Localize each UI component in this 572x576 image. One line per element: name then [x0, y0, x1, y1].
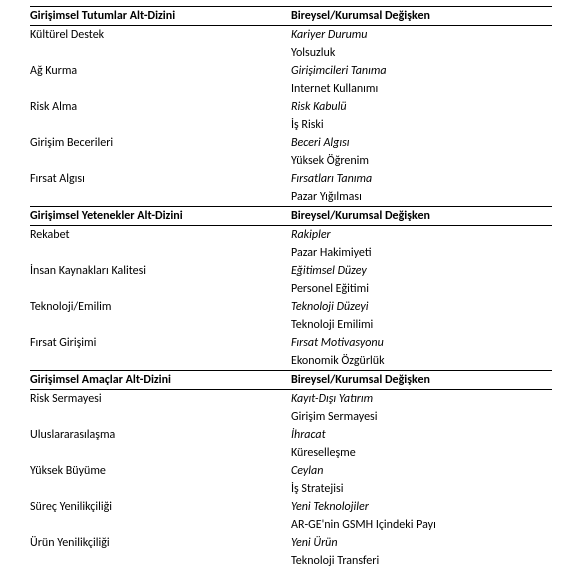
- cell-left: [30, 280, 291, 298]
- cell-left: Fırsat Girişimi: [30, 334, 291, 352]
- cell-left: Rekabet: [30, 226, 291, 245]
- cell-left: [30, 44, 291, 62]
- section-header-row: Girişimsel Tutumlar Alt-DiziniBireysel/K…: [30, 7, 552, 26]
- table-row: Teknoloji Transferi: [30, 552, 552, 570]
- table-row: Ürün YenilikçiliğiYeni Ürün: [30, 534, 552, 552]
- cell-left: [30, 244, 291, 262]
- cell-right: Fırsatları Tanıma: [291, 170, 552, 188]
- section-header-right: Bireysel/Kurumsal Değişken: [291, 207, 552, 226]
- cell-left: [30, 80, 291, 98]
- cell-right: Beceri Algısı: [291, 134, 552, 152]
- table-row: Fırsat AlgısıFırsatları Tanıma: [30, 170, 552, 188]
- table-row: Teknoloji Emilimi: [30, 316, 552, 334]
- cell-right: AR-GE'nin GSMH Içindeki Payı: [291, 516, 552, 534]
- table-row: Fırsat GirişimiFırsat Motivasyonu: [30, 334, 552, 352]
- cell-right: Teknoloji Transferi: [291, 552, 552, 570]
- table-row: Kültürel DestekKariyer Durumu: [30, 26, 552, 45]
- cell-right: Yüksek Öğrenim: [291, 152, 552, 170]
- cell-right: Internet Kullanımı: [291, 80, 552, 98]
- cell-right: Kayıt-Dışı Yatırım: [291, 390, 552, 409]
- cell-right: Küreselleşme: [291, 444, 552, 462]
- cell-right: Pazar Yığılması: [291, 188, 552, 207]
- cell-right: Ceylan: [291, 462, 552, 480]
- cell-right: Teknoloji Düzeyi: [291, 298, 552, 316]
- table-row: Personel Eğitimi: [30, 280, 552, 298]
- table-row: Küreselleşme: [30, 444, 552, 462]
- cell-right: Ekonomik Özgürlük: [291, 352, 552, 371]
- section-header-right: Bireysel/Kurumsal Değişken: [291, 7, 552, 26]
- table-row: Teknoloji/EmilimTeknoloji Düzeyi: [30, 298, 552, 316]
- cell-left: Teknoloji/Emilim: [30, 298, 291, 316]
- cell-right: İş Riski: [291, 116, 552, 134]
- cell-left: [30, 516, 291, 534]
- table-row: Ağ KurmaGirişimcileri Tanıma: [30, 62, 552, 80]
- cell-left: Risk Alma: [30, 98, 291, 116]
- cell-left: Girişim Becerileri: [30, 134, 291, 152]
- cell-left: Risk Sermayesi: [30, 390, 291, 409]
- table-row: Yüksek BüyümeCeylan: [30, 462, 552, 480]
- cell-right: İhracat: [291, 426, 552, 444]
- cell-left: [30, 408, 291, 426]
- data-table: Girişimsel Tutumlar Alt-DiziniBireysel/K…: [30, 6, 552, 570]
- cell-right: Risk Kabulü: [291, 98, 552, 116]
- table-row: İnsan Kaynakları KalitesiEğitimsel Düzey: [30, 262, 552, 280]
- cell-right: Yeni Ürün: [291, 534, 552, 552]
- table-row: Risk SermayesiKayıt-Dışı Yatırım: [30, 390, 552, 409]
- section-header-row: Girişimsel Amaçlar Alt-Dizini Bireysel/K…: [30, 371, 552, 390]
- cell-left: Kültürel Destek: [30, 26, 291, 45]
- cell-left: [30, 116, 291, 134]
- table-row: Pazar Yığılması: [30, 188, 552, 207]
- table-row: Uluslararasılaşmaİhracat: [30, 426, 552, 444]
- cell-right: Eğitimsel Düzey: [291, 262, 552, 280]
- cell-left: [30, 188, 291, 207]
- cell-right: Girişim Sermayesi: [291, 408, 552, 426]
- section-header-left: Girişimsel Tutumlar Alt-Dizini: [30, 7, 291, 26]
- section-header-right: Bireysel/Kurumsal Değişken: [291, 371, 552, 390]
- cell-left: [30, 444, 291, 462]
- cell-right: Kariyer Durumu: [291, 26, 552, 45]
- cell-left: [30, 316, 291, 334]
- cell-left: Yüksek Büyüme: [30, 462, 291, 480]
- cell-right: Rakipler: [291, 226, 552, 245]
- cell-left: [30, 152, 291, 170]
- table-row: Ekonomik Özgürlük: [30, 352, 552, 371]
- table-row: Risk AlmaRisk Kabulü: [30, 98, 552, 116]
- cell-right: Personel Eğitimi: [291, 280, 552, 298]
- cell-left: Fırsat Algısı: [30, 170, 291, 188]
- cell-left: İnsan Kaynakları Kalitesi: [30, 262, 291, 280]
- table-row: Yüksek Öğrenim: [30, 152, 552, 170]
- section-header-left: Girişimsel Yetenekler Alt-Dizini: [30, 207, 291, 226]
- table-row: Yolsuzluk: [30, 44, 552, 62]
- section-header-row: Girişimsel Yetenekler Alt-DiziniBireysel…: [30, 207, 552, 226]
- cell-right: İş Stratejisi: [291, 480, 552, 498]
- table-row: İş Stratejisi: [30, 480, 552, 498]
- table-row: İş Riski: [30, 116, 552, 134]
- cell-right: Teknoloji Emilimi: [291, 316, 552, 334]
- table-row: Pazar Hakimiyeti: [30, 244, 552, 262]
- table-row: Internet Kullanımı: [30, 80, 552, 98]
- cell-left: [30, 552, 291, 570]
- cell-right: Yeni Teknolojiler: [291, 498, 552, 516]
- cell-left: Süreç Yenilikçiliği: [30, 498, 291, 516]
- table-row: RekabetRakipler: [30, 226, 552, 245]
- cell-right: Yolsuzluk: [291, 44, 552, 62]
- cell-right: Fırsat Motivasyonu: [291, 334, 552, 352]
- cell-left: [30, 480, 291, 498]
- cell-right: Girişimcileri Tanıma: [291, 62, 552, 80]
- cell-left: Uluslararasılaşma: [30, 426, 291, 444]
- table-row: Girişim BecerileriBeceri Algısı: [30, 134, 552, 152]
- cell-left: Ürün Yenilikçiliği: [30, 534, 291, 552]
- cell-right: Pazar Hakimiyeti: [291, 244, 552, 262]
- table-row: Süreç YenilikçiliğiYeni Teknolojiler: [30, 498, 552, 516]
- table-row: AR-GE'nin GSMH Içindeki Payı: [30, 516, 552, 534]
- section-header-left: Girişimsel Amaçlar Alt-Dizini: [30, 371, 291, 390]
- cell-left: [30, 352, 291, 371]
- cell-left: Ağ Kurma: [30, 62, 291, 80]
- table-row: Girişim Sermayesi: [30, 408, 552, 426]
